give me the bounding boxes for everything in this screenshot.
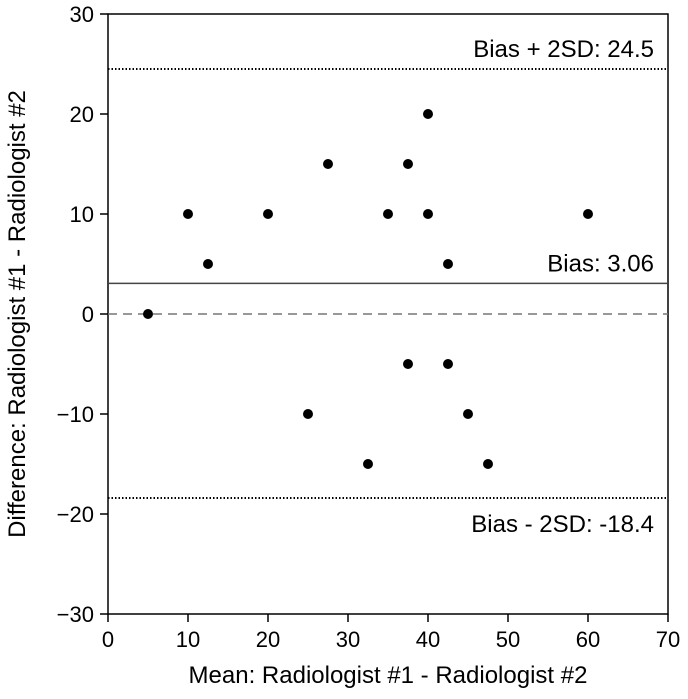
y-tick-label: −10 — [57, 402, 94, 427]
y-tick-label: 10 — [70, 202, 94, 227]
data-point — [443, 359, 453, 369]
upper-limit-label: Bias + 2SD: 24.5 — [473, 36, 654, 63]
data-point — [483, 459, 493, 469]
data-point — [403, 359, 413, 369]
x-tick-label: 50 — [496, 627, 520, 652]
x-tick-label: 40 — [416, 627, 440, 652]
x-tick-label: 70 — [656, 627, 680, 652]
x-tick-label: 0 — [102, 627, 114, 652]
annotations: Bias + 2SD: 24.5 Bias: 3.06 Bias - 2SD: -1… — [471, 36, 654, 538]
x-axis-title: Mean: Radiologist #1 - Radiologist #2 — [189, 662, 588, 689]
x-tick-label: 60 — [576, 627, 600, 652]
data-point — [383, 209, 393, 219]
data-point — [423, 209, 433, 219]
data-point — [263, 209, 273, 219]
data-point — [583, 209, 593, 219]
data-point — [203, 259, 213, 269]
lower-limit-label: Bias - 2SD: -18.4 — [471, 511, 654, 538]
data-point — [303, 409, 313, 419]
data-points — [143, 109, 593, 469]
data-point — [463, 409, 473, 419]
y-tick-label: −20 — [57, 502, 94, 527]
y-axis-ticks: −30 −20 −10 0 10 20 30 — [57, 2, 108, 627]
plot-area — [107, 13, 669, 615]
bias-label: Bias: 3.06 — [547, 250, 654, 277]
data-point — [363, 459, 373, 469]
x-axis-ticks: 0 10 20 30 40 50 60 70 — [102, 614, 680, 652]
x-tick-label: 20 — [256, 627, 280, 652]
data-point — [143, 309, 153, 319]
data-point — [443, 259, 453, 269]
y-tick-label: −30 — [57, 602, 94, 627]
y-tick-label: 30 — [70, 2, 94, 27]
y-tick-label: 20 — [70, 102, 94, 127]
data-point — [183, 209, 193, 219]
data-point — [423, 109, 433, 119]
x-tick-label: 10 — [176, 627, 200, 652]
y-tick-label: 0 — [82, 302, 94, 327]
reference-lines — [108, 68, 668, 499]
data-point — [323, 159, 333, 169]
y-axis-title: Difference: Radiologist #1 - Radiologist… — [4, 90, 31, 538]
x-tick-label: 30 — [336, 627, 360, 652]
data-point — [403, 159, 413, 169]
